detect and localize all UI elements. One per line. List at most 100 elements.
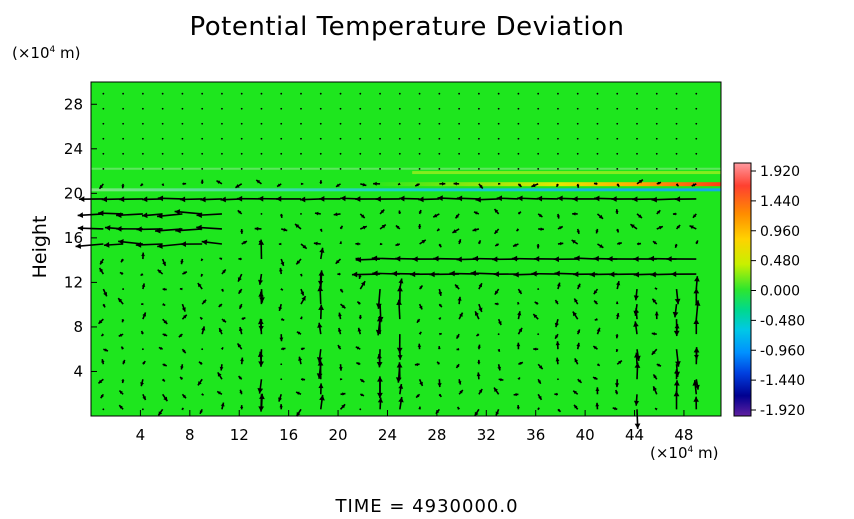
plot-area xyxy=(75,81,722,429)
wind-vector xyxy=(537,122,540,125)
colorbar-tick-label: -0.480 xyxy=(760,313,805,329)
wind-vector xyxy=(636,152,638,155)
wind-vector xyxy=(478,282,483,290)
wind-vector xyxy=(576,92,579,95)
wind-vector xyxy=(477,122,480,125)
upper-band xyxy=(91,167,721,170)
wind-vector xyxy=(379,209,385,215)
wind-vector xyxy=(201,299,207,305)
wind-vector xyxy=(339,403,346,410)
wind-vector xyxy=(218,327,223,335)
wind-vector xyxy=(675,92,678,95)
wind-vector xyxy=(656,363,662,367)
wind-vector xyxy=(436,228,440,232)
wind-vector xyxy=(576,329,581,335)
wind-vector xyxy=(340,303,346,309)
wind-vector xyxy=(181,393,187,399)
wind-vector xyxy=(693,288,700,305)
wind-vector xyxy=(122,107,125,110)
wind-vector xyxy=(432,213,440,218)
wind-vector xyxy=(319,180,323,184)
wind-vector xyxy=(221,137,223,140)
wind-vector xyxy=(201,348,204,351)
wind-vector xyxy=(141,137,144,140)
wind-vector xyxy=(694,379,700,390)
wind-vector xyxy=(300,167,302,170)
wind-vector xyxy=(356,301,361,305)
wind-vector xyxy=(675,152,678,155)
wind-vector xyxy=(655,92,658,95)
wind-vector xyxy=(161,167,164,170)
wind-vector xyxy=(339,152,342,155)
wind-vector xyxy=(655,107,658,110)
wind-vector xyxy=(534,301,539,305)
wind-vector xyxy=(161,107,164,110)
wind-vector xyxy=(360,393,365,397)
wind-vector xyxy=(475,196,499,203)
wind-vector xyxy=(458,137,461,140)
y-unit-exponent: 4 xyxy=(49,45,56,55)
wind-vector xyxy=(458,389,464,395)
wind-vector xyxy=(340,392,346,396)
wind-vector xyxy=(616,122,619,125)
wind-vector xyxy=(419,239,427,245)
wind-vector xyxy=(100,393,105,399)
wind-vector xyxy=(633,321,639,335)
wind-vector xyxy=(695,137,698,140)
wind-vector xyxy=(140,273,144,277)
wind-vector xyxy=(478,303,483,313)
wind-vector xyxy=(616,280,621,290)
wind-vector xyxy=(278,303,283,312)
colorbar-tick-label: 0.000 xyxy=(760,284,800,300)
wind-vector xyxy=(157,269,164,275)
wind-vector xyxy=(493,228,500,235)
wind-vector xyxy=(595,402,600,410)
wind-vector xyxy=(122,152,125,155)
wind-vector xyxy=(181,122,184,125)
wind-vector xyxy=(652,240,658,245)
wind-vector xyxy=(339,167,342,170)
wind-vectors xyxy=(75,92,701,429)
wind-vector xyxy=(557,92,559,95)
wind-vector xyxy=(120,258,124,263)
wind-vector xyxy=(695,240,699,245)
wind-vector xyxy=(318,383,324,395)
wind-vector xyxy=(693,318,700,335)
wind-vector xyxy=(418,167,421,170)
wind-vector xyxy=(313,241,321,246)
wind-vector xyxy=(655,152,658,155)
wind-vector xyxy=(593,299,599,305)
wind-vector xyxy=(141,122,144,125)
wind-vector xyxy=(260,122,263,125)
wind-vector xyxy=(121,318,125,323)
wind-vector xyxy=(281,227,288,232)
wind-vector xyxy=(359,280,366,290)
wind-vector xyxy=(655,167,658,170)
wind-vector xyxy=(338,312,342,320)
wind-vector xyxy=(258,349,265,367)
wind-vector xyxy=(161,92,164,95)
wind-vector xyxy=(140,379,145,387)
wind-vector xyxy=(577,378,583,384)
wind-vector xyxy=(181,348,187,354)
wind-vector xyxy=(614,379,620,388)
wind-vector xyxy=(97,378,104,384)
wind-vector xyxy=(537,107,540,110)
wind-vector xyxy=(200,258,204,262)
wind-vector xyxy=(260,107,263,110)
wind-vector xyxy=(162,363,168,367)
wind-vector xyxy=(236,195,262,202)
wind-vector xyxy=(97,318,104,325)
wind-vector xyxy=(221,122,223,125)
wind-vector xyxy=(280,122,283,125)
colorbar: 1.920 1.440 0.960 0.480 0.000 -0.480 -0.960 -1.… xyxy=(733,162,805,419)
wind-vector xyxy=(576,122,579,125)
wind-vector xyxy=(438,152,441,155)
wind-vector xyxy=(118,404,124,410)
wind-vector xyxy=(356,361,361,366)
wind-vector xyxy=(517,92,520,95)
wind-vector xyxy=(675,137,678,140)
wind-vector xyxy=(493,387,500,395)
plot-frame xyxy=(90,81,722,417)
wind-vector xyxy=(454,283,460,290)
